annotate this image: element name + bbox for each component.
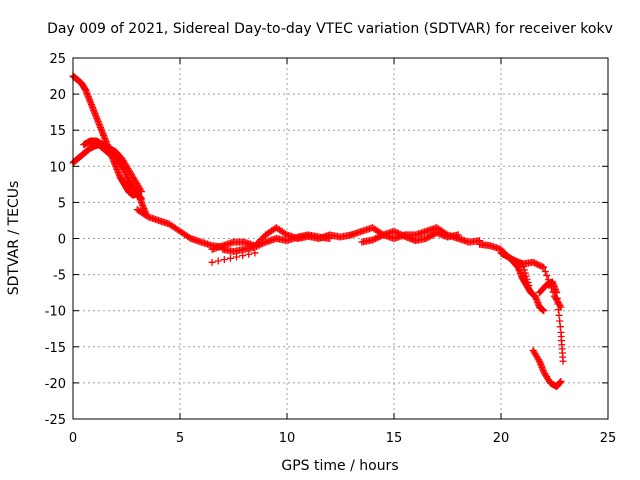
data-point [535, 261, 543, 269]
data-point [538, 263, 546, 271]
series-track-11-late-arc [536, 278, 567, 365]
y-tick-label: 15 [49, 124, 66, 139]
data-point [525, 281, 533, 289]
data-point [185, 233, 193, 241]
data-point [390, 227, 398, 235]
y-tick-label: -5 [53, 269, 66, 284]
series-track-14-outlier [208, 249, 259, 266]
data-point [454, 231, 462, 239]
y-tick-label: -25 [45, 413, 66, 428]
data-point [142, 212, 150, 220]
data-point [398, 231, 406, 239]
data-point [557, 377, 565, 385]
data-point [260, 239, 268, 247]
data-point [254, 242, 262, 250]
data-point [137, 186, 145, 194]
y-tick-label: 0 [58, 233, 66, 248]
data-point [518, 260, 526, 268]
data-point [214, 257, 222, 265]
data-point [534, 260, 542, 268]
y-tick-label: 20 [49, 88, 66, 103]
data-point [425, 233, 433, 241]
data-point [519, 263, 527, 271]
series-track-3-early-mid [80, 137, 145, 196]
data-point [540, 263, 548, 271]
x-tick-label: 20 [493, 431, 510, 446]
data-point [424, 234, 432, 242]
y-tick-label: -20 [45, 377, 66, 392]
x-tick-label: 25 [600, 431, 617, 446]
data-point [251, 249, 259, 257]
data-point [540, 307, 548, 315]
data-point [520, 266, 528, 274]
x-tick-label: 0 [69, 431, 77, 446]
data-point [252, 242, 260, 250]
data-point [245, 250, 253, 258]
data-point [369, 236, 377, 244]
y-tick-label: 5 [58, 196, 66, 211]
data-point [373, 234, 381, 242]
data-point [427, 232, 435, 240]
x-axis-label: GPS time / hours [281, 458, 398, 474]
y-axis-label: SDTVAR / TECUs [6, 181, 22, 296]
data-point [521, 269, 529, 277]
data-point [395, 229, 403, 237]
data-point [378, 232, 386, 240]
axis-ticks: 0 5 10 15 20 25 -25 -20 -15 -10 -5 0 5 10 15 20 25 [45, 52, 617, 446]
series-track-8-mid-b [358, 227, 462, 246]
data-point [537, 262, 545, 270]
chart-title: Day 009 of 2021, Sidereal Day-to-day VTE… [47, 21, 613, 37]
data-point [392, 228, 400, 236]
series-track-6-flat-b [219, 231, 334, 255]
data-point [257, 240, 265, 248]
data-points [69, 72, 567, 391]
data-point [535, 356, 543, 364]
series-track-2-early-low [69, 141, 150, 217]
series-track-13-late-small [497, 249, 533, 289]
data-point [372, 235, 380, 242]
data-point [531, 259, 539, 267]
data-point [255, 241, 263, 249]
y-tick-label: -15 [45, 341, 66, 356]
data-point [524, 278, 532, 286]
data-point [208, 258, 216, 266]
x-tick-label: 10 [279, 431, 296, 446]
y-tick-label: 10 [49, 160, 66, 175]
x-tick-label: 5 [176, 431, 184, 446]
data-point [281, 230, 289, 238]
data-point [220, 256, 228, 264]
data-point [523, 275, 531, 283]
x-tick-label: 15 [386, 431, 403, 446]
data-point [543, 272, 551, 280]
data-point [422, 235, 430, 242]
data-point [529, 258, 537, 266]
data-point [137, 188, 145, 196]
data-point [532, 260, 540, 268]
data-point [326, 235, 334, 242]
data-point [399, 232, 407, 240]
data-point [393, 229, 401, 237]
data-point [396, 230, 404, 238]
data-point [239, 252, 247, 260]
y-tick-label: -10 [45, 305, 66, 320]
data-point [541, 268, 549, 276]
data-point [428, 231, 436, 239]
data-point [559, 357, 567, 365]
data-point [375, 233, 383, 241]
data-point [233, 253, 241, 261]
data-point [376, 232, 384, 240]
series-track-12-late-bottom [529, 346, 565, 391]
data-point [226, 254, 234, 262]
data-point [430, 230, 438, 238]
y-tick-label: 25 [49, 52, 66, 67]
data-point [370, 235, 378, 243]
data-point [259, 240, 267, 248]
data-point [522, 272, 530, 280]
